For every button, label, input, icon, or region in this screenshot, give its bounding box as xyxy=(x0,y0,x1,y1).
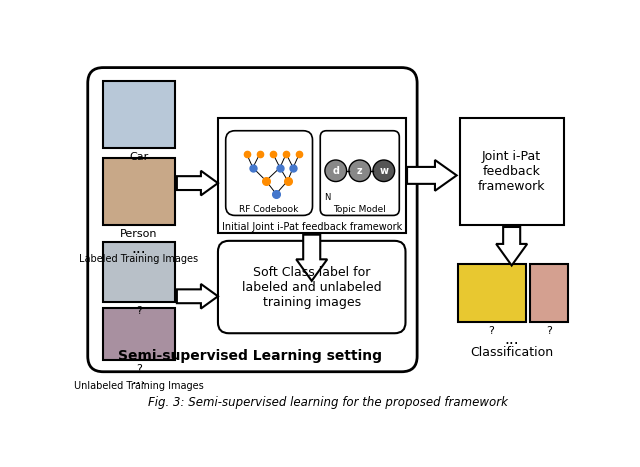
Text: ?: ? xyxy=(136,364,142,374)
FancyBboxPatch shape xyxy=(88,68,417,372)
Bar xyxy=(458,264,525,322)
Polygon shape xyxy=(296,235,327,281)
Text: Fig. 3: Semi-supervised learning for the proposed framework: Fig. 3: Semi-supervised learning for the… xyxy=(148,396,508,410)
FancyBboxPatch shape xyxy=(226,131,312,215)
Circle shape xyxy=(373,160,395,182)
Text: z: z xyxy=(357,166,363,176)
FancyBboxPatch shape xyxy=(320,131,399,215)
Text: N: N xyxy=(324,192,330,202)
Polygon shape xyxy=(496,227,527,265)
Bar xyxy=(218,118,406,233)
Text: ?: ? xyxy=(546,325,552,336)
Text: Initial Joint i-Pat feedback framework: Initial Joint i-Pat feedback framework xyxy=(221,222,402,232)
Text: ...: ... xyxy=(504,333,519,347)
Bar xyxy=(103,158,175,226)
Text: ?: ? xyxy=(488,325,495,336)
Circle shape xyxy=(349,160,371,182)
Polygon shape xyxy=(177,284,218,309)
Text: Joint i-Pat
feedback
framework: Joint i-Pat feedback framework xyxy=(478,150,545,193)
Text: ...: ... xyxy=(132,241,146,256)
Bar xyxy=(460,118,564,226)
Polygon shape xyxy=(407,160,457,191)
Text: d: d xyxy=(332,166,339,176)
Bar xyxy=(103,81,175,149)
Text: Unlabeled Training Images: Unlabeled Training Images xyxy=(74,381,204,391)
Text: Person: Person xyxy=(120,229,157,239)
Text: Semi-supervised Learning setting: Semi-supervised Learning setting xyxy=(118,349,383,363)
Text: ?: ? xyxy=(136,306,142,316)
Polygon shape xyxy=(177,171,218,195)
Text: Labeled Training Images: Labeled Training Images xyxy=(79,254,198,264)
FancyBboxPatch shape xyxy=(218,241,406,333)
Text: Classification: Classification xyxy=(470,347,553,359)
Bar xyxy=(529,264,568,322)
Text: Topic Model: Topic Model xyxy=(333,205,386,214)
Bar xyxy=(103,242,175,303)
Circle shape xyxy=(325,160,347,182)
Bar xyxy=(103,308,175,360)
Text: RF Codebook: RF Codebook xyxy=(239,205,299,214)
Text: w: w xyxy=(380,166,388,176)
Text: ...: ... xyxy=(132,372,146,387)
Text: Soft Class label for
labeled and unlabeled
training images: Soft Class label for labeled and unlabel… xyxy=(242,266,381,309)
Text: Car: Car xyxy=(129,152,148,163)
